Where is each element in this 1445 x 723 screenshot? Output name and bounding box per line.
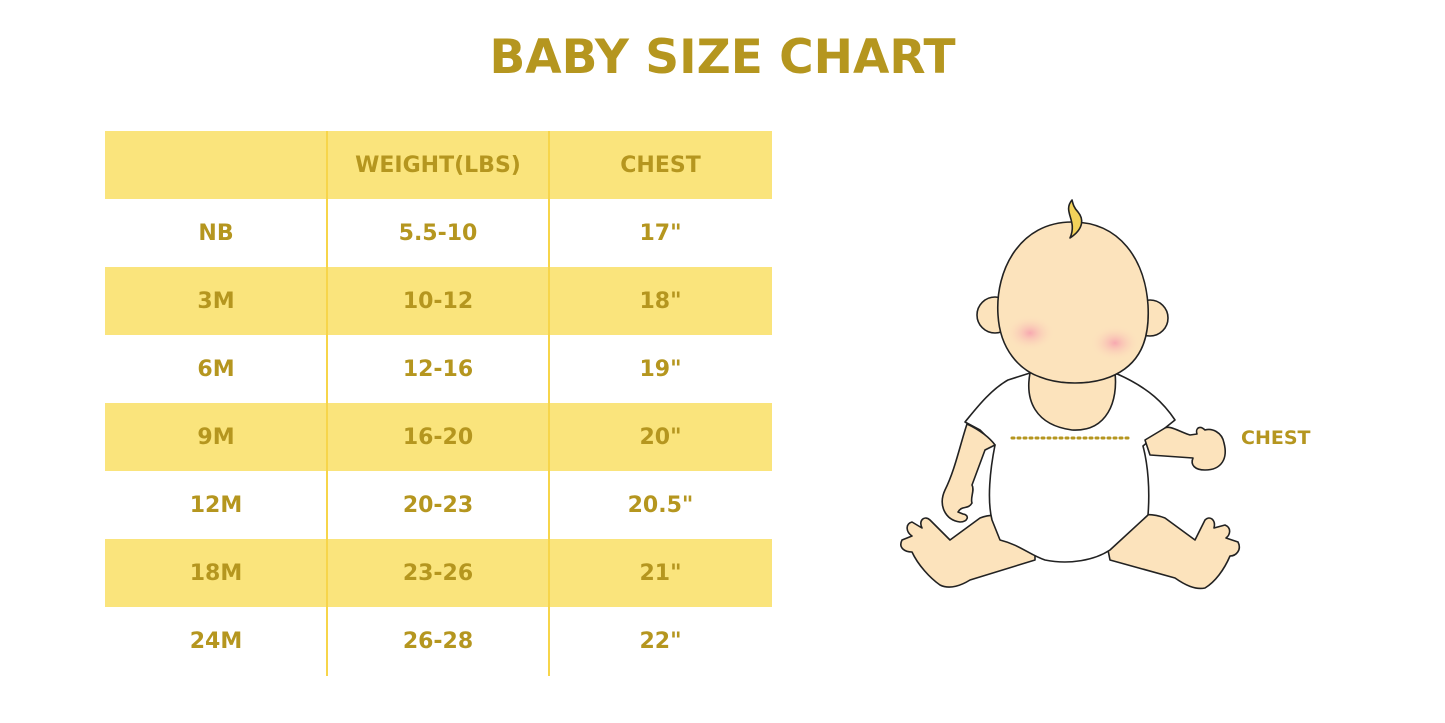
weight-cell: 23-26 [402, 560, 474, 586]
weight-cell: 10-12 [402, 288, 474, 314]
table-row: 3M 10-12 18" [105, 267, 772, 335]
chest-label: CHEST [1241, 427, 1311, 449]
chest-cell: 19" [639, 356, 682, 382]
chest-cell: 21" [639, 560, 682, 586]
size-table: WEIGHT(LBS) CHEST NB 5.5-10 17" 3M 10-12… [105, 131, 772, 675]
weight-cell: 26-28 [402, 628, 474, 654]
chest-cell: 20.5" [627, 492, 694, 518]
size-cell: 9M [197, 424, 235, 450]
size-cell: 24M [189, 628, 243, 654]
chest-cell: 22" [639, 628, 682, 654]
left-cheek [1005, 315, 1055, 351]
column-divider [548, 131, 550, 676]
header-cell-weight: WEIGHT(LBS) [355, 152, 521, 178]
hair-curl [1067, 199, 1083, 239]
chest-cell: 18" [639, 288, 682, 314]
left-arm [941, 423, 996, 523]
chest-cell: 17" [639, 220, 682, 246]
table-header-row: WEIGHT(LBS) CHEST [105, 131, 772, 199]
table-row: 24M 26-28 22" [105, 607, 772, 675]
header-cell-chest: CHEST [620, 152, 701, 178]
weight-cell: 5.5-10 [398, 220, 478, 246]
right-arm [1144, 426, 1226, 471]
right-cheek [1090, 325, 1140, 361]
column-divider [326, 131, 328, 676]
size-cell: 6M [197, 356, 235, 382]
table-row: 6M 12-16 19" [105, 335, 772, 403]
weight-cell: 12-16 [402, 356, 474, 382]
size-cell: 3M [197, 288, 235, 314]
table-row: 9M 16-20 20" [105, 403, 772, 471]
weight-cell: 16-20 [402, 424, 474, 450]
size-cell: 12M [189, 492, 243, 518]
page-title: BABY SIZE CHART [489, 30, 956, 85]
table-row: 18M 23-26 21" [105, 539, 772, 607]
neck [1028, 372, 1117, 431]
weight-cell: 20-23 [402, 492, 474, 518]
table-row: NB 5.5-10 17" [105, 199, 772, 267]
right-leg [1107, 513, 1241, 590]
size-cell: 18M [189, 560, 243, 586]
table-row: 12M 20-23 20.5" [105, 471, 772, 539]
chest-cell: 20" [639, 424, 682, 450]
size-cell: NB [198, 220, 234, 246]
